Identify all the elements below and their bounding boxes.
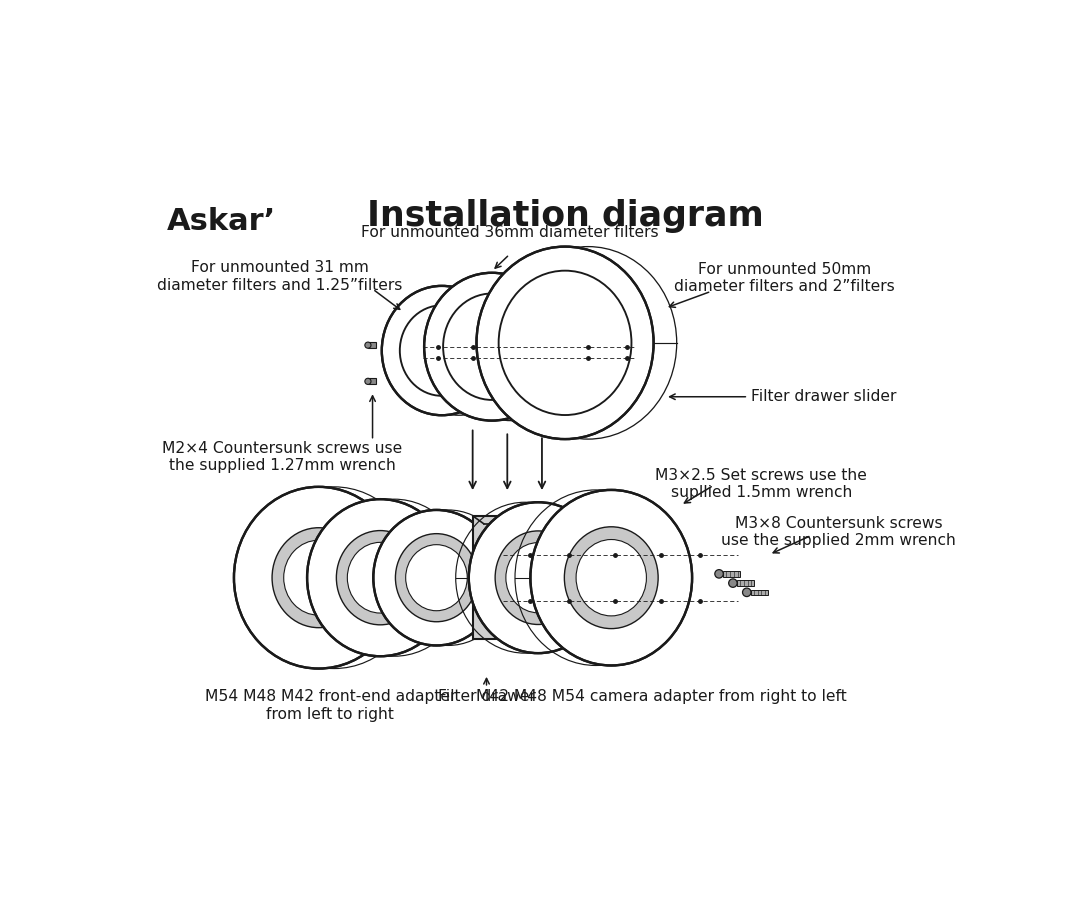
Text: M42 M48 M54 camera adapter from right to left: M42 M48 M54 camera adapter from right to… (476, 689, 847, 705)
Ellipse shape (576, 539, 647, 616)
Text: M3×2.5 Set screws use the
supllied 1.5mm wrench: M3×2.5 Set screws use the supllied 1.5mm… (656, 468, 867, 500)
Text: For unmounted 36mm diameter filters: For unmounted 36mm diameter filters (361, 225, 659, 240)
Bar (473, 516, 500, 639)
Text: Installation diagram: Installation diagram (367, 199, 764, 233)
Ellipse shape (499, 271, 632, 415)
Ellipse shape (307, 500, 454, 656)
Ellipse shape (234, 487, 403, 669)
Ellipse shape (272, 527, 365, 627)
Ellipse shape (400, 305, 484, 396)
Text: For unmounted 50mm
diameter filters and 2”filters: For unmounted 50mm diameter filters and … (674, 262, 895, 294)
Ellipse shape (565, 526, 658, 628)
Bar (723, 572, 740, 577)
Ellipse shape (443, 293, 541, 400)
Circle shape (715, 570, 724, 578)
Ellipse shape (406, 544, 468, 611)
Ellipse shape (476, 247, 653, 439)
Ellipse shape (374, 510, 500, 645)
Ellipse shape (469, 502, 607, 653)
Text: For unmounted 31 mm
diameter filters and 1.25”filters: For unmounted 31 mm diameter filters and… (158, 260, 403, 292)
Ellipse shape (336, 531, 424, 625)
Text: M54 M48 M42 front-end adapter
from left to right: M54 M48 M42 front-end adapter from left … (204, 689, 456, 722)
Circle shape (743, 588, 751, 597)
Text: M2×4 Countersunk screws use
the supplied 1.27mm wrench: M2×4 Countersunk screws use the supplied… (162, 441, 403, 473)
Ellipse shape (505, 543, 570, 613)
Text: Filter drawer slider: Filter drawer slider (752, 389, 896, 404)
Circle shape (365, 342, 372, 348)
Ellipse shape (348, 543, 414, 613)
Bar (751, 590, 768, 595)
Ellipse shape (284, 540, 353, 616)
Text: M3×8 Countersunk screws
use the supplied 2mm wrench: M3×8 Countersunk screws use the supplied… (721, 516, 956, 548)
Bar (737, 580, 754, 586)
Ellipse shape (424, 273, 559, 420)
Circle shape (729, 579, 738, 588)
Text: Filter drawer: Filter drawer (437, 689, 536, 705)
Ellipse shape (395, 534, 477, 622)
Bar (368, 342, 376, 348)
Text: Askarʼ: Askarʼ (167, 207, 276, 236)
Ellipse shape (495, 531, 581, 625)
Circle shape (365, 378, 372, 384)
Ellipse shape (382, 286, 502, 415)
Bar (368, 378, 376, 384)
Ellipse shape (530, 490, 692, 665)
